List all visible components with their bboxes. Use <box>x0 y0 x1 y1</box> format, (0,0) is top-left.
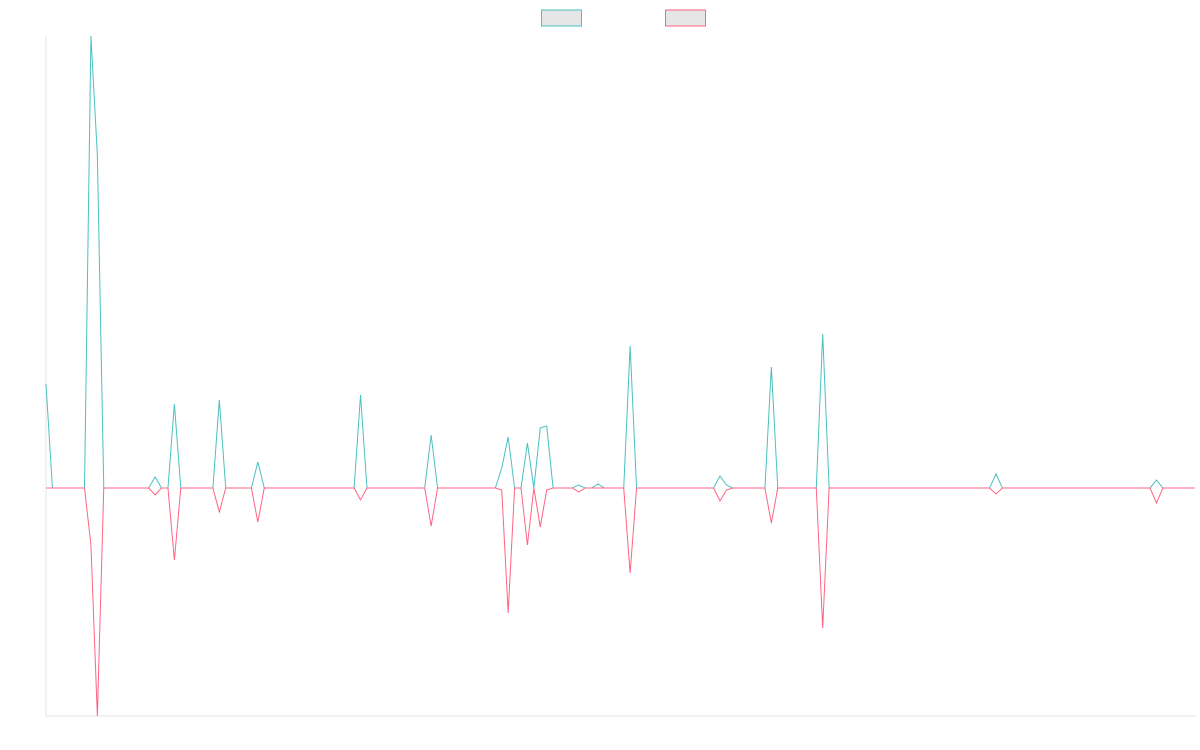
series-line <box>46 487 1195 717</box>
series-line <box>45 35 1195 489</box>
legend-swatch[interactable] <box>665 9 706 27</box>
legend-swatch[interactable] <box>541 9 582 27</box>
